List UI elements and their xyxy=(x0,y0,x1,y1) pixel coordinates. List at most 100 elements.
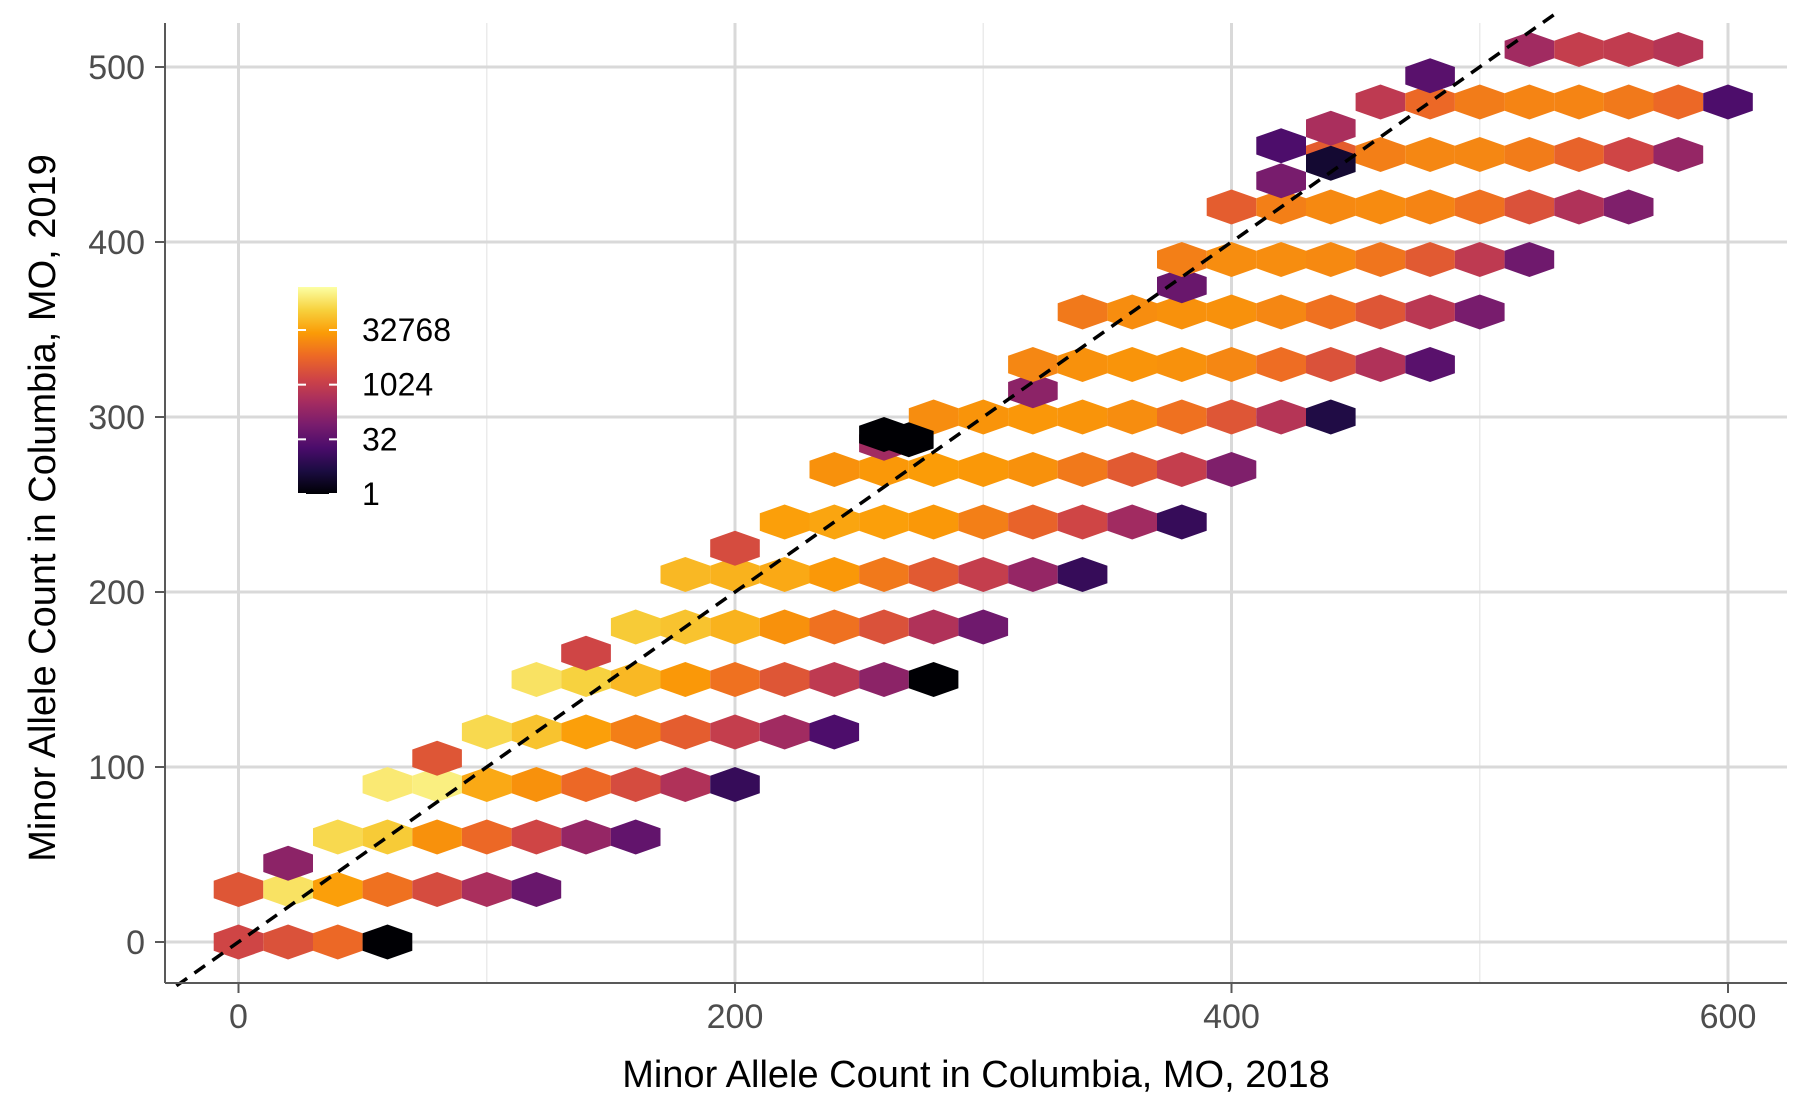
hex-cell xyxy=(710,530,760,566)
hex-cell xyxy=(561,819,611,855)
hex-cell xyxy=(610,662,661,697)
hex-cell xyxy=(759,662,810,697)
hex-cell xyxy=(1008,557,1058,592)
hex-cell xyxy=(1603,189,1654,225)
hex-cell xyxy=(1256,242,1306,277)
hex-cell xyxy=(1256,128,1306,164)
hex-cell xyxy=(1454,137,1505,172)
hex-cell xyxy=(759,714,810,750)
hex-cell xyxy=(1057,294,1108,330)
hex-cell xyxy=(1057,452,1108,487)
hex-cell xyxy=(1107,399,1157,435)
hex-cell xyxy=(1504,137,1555,172)
hex-cell xyxy=(1057,347,1108,382)
hex-cell xyxy=(1206,242,1257,277)
legend-ticks: 32768 1024 32 1 xyxy=(298,312,451,512)
hex-cell xyxy=(958,399,1009,435)
hex-cell xyxy=(1405,242,1455,277)
hex-cell xyxy=(1157,504,1207,540)
hex-cell xyxy=(1157,242,1207,277)
hex-cell xyxy=(1355,242,1406,277)
hex-cell xyxy=(1306,399,1356,435)
hex-cell xyxy=(263,872,313,907)
x-axis-title: Minor Allele Count in Columbia, MO, 2018 xyxy=(622,1054,1330,1096)
y-tick-label: 400 xyxy=(88,224,145,262)
hex-cell xyxy=(362,872,413,907)
hex-cell xyxy=(313,872,363,907)
hex-cell xyxy=(1206,347,1257,382)
hex-cell xyxy=(1008,504,1058,540)
hex-cell xyxy=(809,557,860,592)
hex-cell xyxy=(1008,399,1058,435)
hex-cell xyxy=(908,609,959,645)
hex-cell xyxy=(1157,268,1207,304)
hex-cell xyxy=(1355,347,1406,382)
hex-cell xyxy=(1057,504,1108,540)
hex-cell xyxy=(1504,84,1555,120)
hex-cell xyxy=(710,714,760,750)
hex-cell xyxy=(1008,452,1058,487)
hex-cell xyxy=(809,714,860,750)
hex-cell xyxy=(1355,137,1406,172)
hex-cell xyxy=(1554,32,1604,67)
hex-cell xyxy=(660,767,711,802)
hex-cell xyxy=(1206,294,1257,330)
legend-label: 1 xyxy=(362,476,380,512)
hex-cell xyxy=(511,872,562,907)
hex-cell xyxy=(1256,347,1306,382)
hex-cell xyxy=(263,924,313,960)
hex-cell xyxy=(710,662,760,697)
hex-cell xyxy=(908,399,959,435)
legend-label: 32768 xyxy=(362,312,451,348)
hex-cell xyxy=(710,557,760,592)
hex-cell xyxy=(1603,137,1654,172)
hex-cell xyxy=(1454,189,1505,225)
hex-cell xyxy=(412,819,462,855)
legend-label: 1024 xyxy=(362,367,433,403)
hex-cell xyxy=(958,609,1009,645)
hex-cell xyxy=(660,714,711,750)
hex-cell xyxy=(1107,347,1157,382)
hex-cell xyxy=(884,422,934,458)
hex-cell xyxy=(1256,163,1306,199)
hex-cell xyxy=(908,504,959,540)
hex-cell xyxy=(1405,294,1455,330)
hex-cell xyxy=(859,557,909,592)
hex-cell xyxy=(1206,189,1257,225)
hex-cell xyxy=(1107,452,1157,487)
hex-cell xyxy=(362,819,413,855)
hex-cell xyxy=(1306,189,1356,225)
hex-cell xyxy=(1256,294,1306,330)
hex-cell xyxy=(908,452,959,487)
hex-cell xyxy=(1504,242,1555,277)
y-tick-label: 0 xyxy=(126,924,145,962)
hex-cell xyxy=(1355,189,1406,225)
hex-cell xyxy=(213,872,264,907)
hex-cell xyxy=(362,767,413,802)
hex-cell xyxy=(660,662,711,697)
hex-cell xyxy=(1355,84,1406,120)
y-tick-label: 500 xyxy=(88,49,145,87)
tick-labels: 0 200 400 600 0 100 200 300 400 500 xyxy=(88,49,1756,1036)
hex-cell xyxy=(1057,399,1108,435)
x-tick-label: 0 xyxy=(229,998,248,1036)
hex-cell xyxy=(958,557,1009,592)
hex-cell xyxy=(1454,294,1505,330)
hex-cell xyxy=(759,557,810,592)
hex-cell xyxy=(610,767,661,802)
hex-cell xyxy=(1554,137,1604,172)
hex-cell xyxy=(759,609,810,645)
hex-cell xyxy=(1008,347,1058,382)
hex-cell xyxy=(263,845,313,881)
hex-cell xyxy=(1157,347,1207,382)
hex-cell xyxy=(1107,504,1157,540)
hex-cell xyxy=(1157,399,1207,435)
hex-cell xyxy=(1157,294,1207,330)
axes xyxy=(164,23,1787,984)
y-axis-title: Minor Allele Count in Columbia, MO, 2019 xyxy=(22,154,64,862)
y-tick-label: 100 xyxy=(88,749,145,787)
hex-cell xyxy=(1703,84,1753,120)
hex-cell xyxy=(511,767,562,802)
hex-cell xyxy=(561,635,611,671)
